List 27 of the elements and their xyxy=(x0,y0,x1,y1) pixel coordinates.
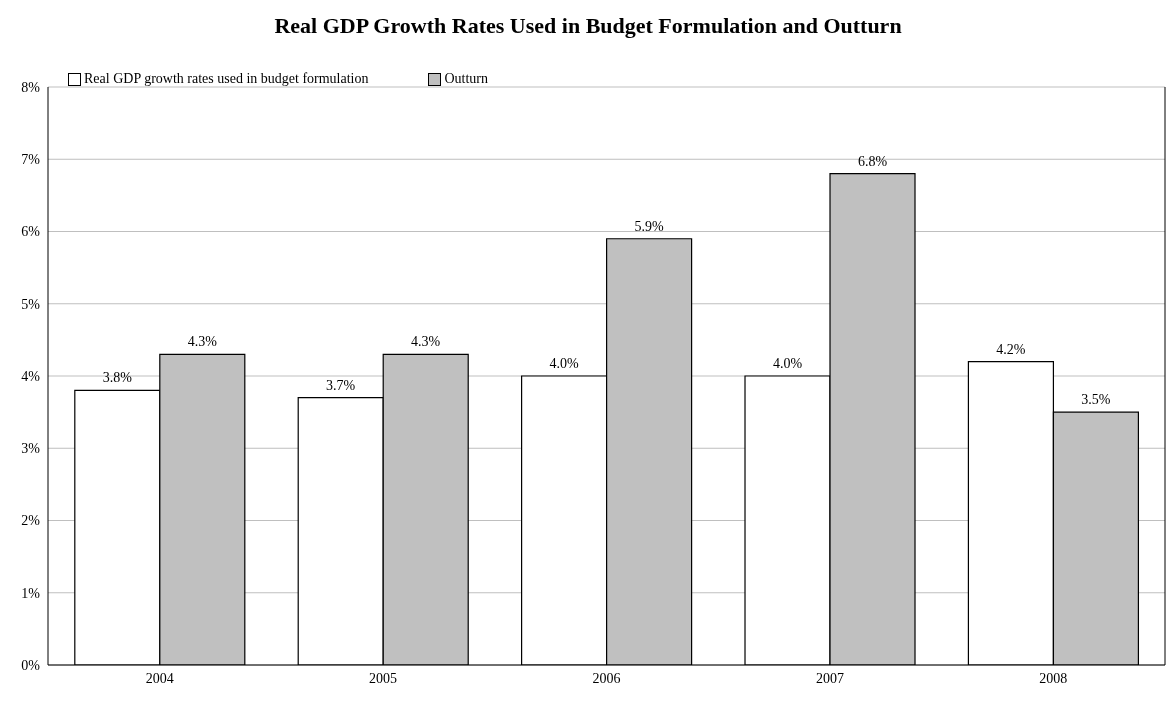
y-tick-label: 2% xyxy=(21,513,41,529)
data-label: 4.3% xyxy=(187,334,218,350)
y-tick-label: 8% xyxy=(21,79,41,95)
y-tick-label: 3% xyxy=(21,441,41,457)
x-tick-label: 2004 xyxy=(145,670,174,686)
x-tick-label: 2005 xyxy=(369,670,398,686)
y-tick-label: 6% xyxy=(21,224,41,240)
y-tick-label: 7% xyxy=(21,152,41,168)
data-label: 3.5% xyxy=(1081,392,1111,408)
y-tick-label: 4% xyxy=(21,368,41,384)
x-tick-label: 2006 xyxy=(592,670,621,686)
x-tick-label: 2007 xyxy=(815,670,844,686)
legend-label: Real GDP growth rates used in budget formulation xyxy=(83,71,369,87)
y-tick-label: 0% xyxy=(21,657,41,673)
legend-label: Outturn xyxy=(443,71,489,87)
y-tick-label: 5% xyxy=(21,296,41,312)
data-label: 4.0% xyxy=(772,356,803,371)
data-label: 4.0% xyxy=(549,356,580,371)
x-tick-label: 2008 xyxy=(1039,670,1068,686)
data-label: 4.3% xyxy=(411,334,441,350)
y-tick-label: 1% xyxy=(21,585,41,601)
data-label: 5.9% xyxy=(634,218,665,234)
data-label: 6.8% xyxy=(857,153,888,169)
chart-title: Real GDP Growth Rates Used in Budget Formulation and Outturn xyxy=(273,12,903,40)
data-label: 3.8% xyxy=(102,370,133,386)
data-label: 4.2% xyxy=(996,341,1026,357)
data-label: 3.7% xyxy=(326,377,356,393)
